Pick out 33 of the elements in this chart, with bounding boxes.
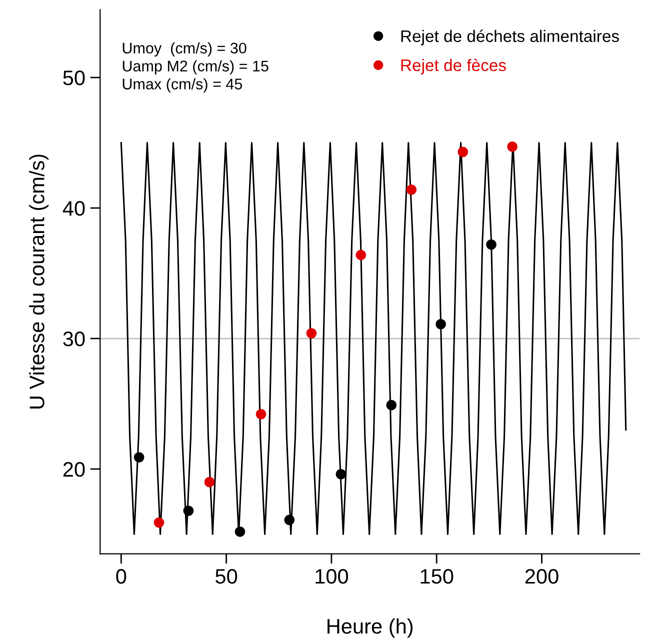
- annotation: Umax (cm/s) = 45: [122, 78, 242, 92]
- x-tick-label: 100: [316, 568, 348, 584]
- annotation: Umoy (cm/s) = 30: [122, 42, 246, 57]
- x-axis-title: Heure (h): [328, 618, 413, 638]
- y-tick-label: 30: [63, 332, 85, 346]
- x-tick-label: 0: [116, 568, 126, 584]
- y-tick-label: 40: [62, 201, 85, 216]
- point: [386, 400, 397, 410]
- point: [458, 146, 468, 158]
- x-tick-label: 150: [420, 568, 454, 584]
- line-series: [120, 142, 627, 536]
- point: [284, 514, 295, 526]
- point: [154, 517, 164, 528]
- point: [336, 469, 346, 480]
- legend-label: Rejet de déchets alimentaires: [401, 30, 619, 46]
- point: [134, 452, 144, 462]
- point: [406, 184, 417, 195]
- annotation: Uamp M2 (cm/s) = 15: [122, 60, 268, 75]
- y-axis-title: U Vitesse du courant (cm/s): [29, 154, 48, 408]
- y-tick-label: 20: [63, 462, 85, 477]
- point: [436, 318, 446, 330]
- x-tick-label: 200: [525, 568, 558, 584]
- point: [183, 506, 194, 516]
- point: [486, 239, 496, 250]
- point: [256, 409, 266, 420]
- point: [507, 141, 518, 152]
- y-tick-label: 50: [63, 70, 85, 86]
- point: [306, 328, 317, 338]
- legend-label: Rejet de fèces: [401, 58, 506, 74]
- x-tick-label: 50: [216, 568, 238, 584]
- point: [234, 526, 246, 537]
- point: [356, 250, 366, 260]
- point: [204, 476, 215, 488]
